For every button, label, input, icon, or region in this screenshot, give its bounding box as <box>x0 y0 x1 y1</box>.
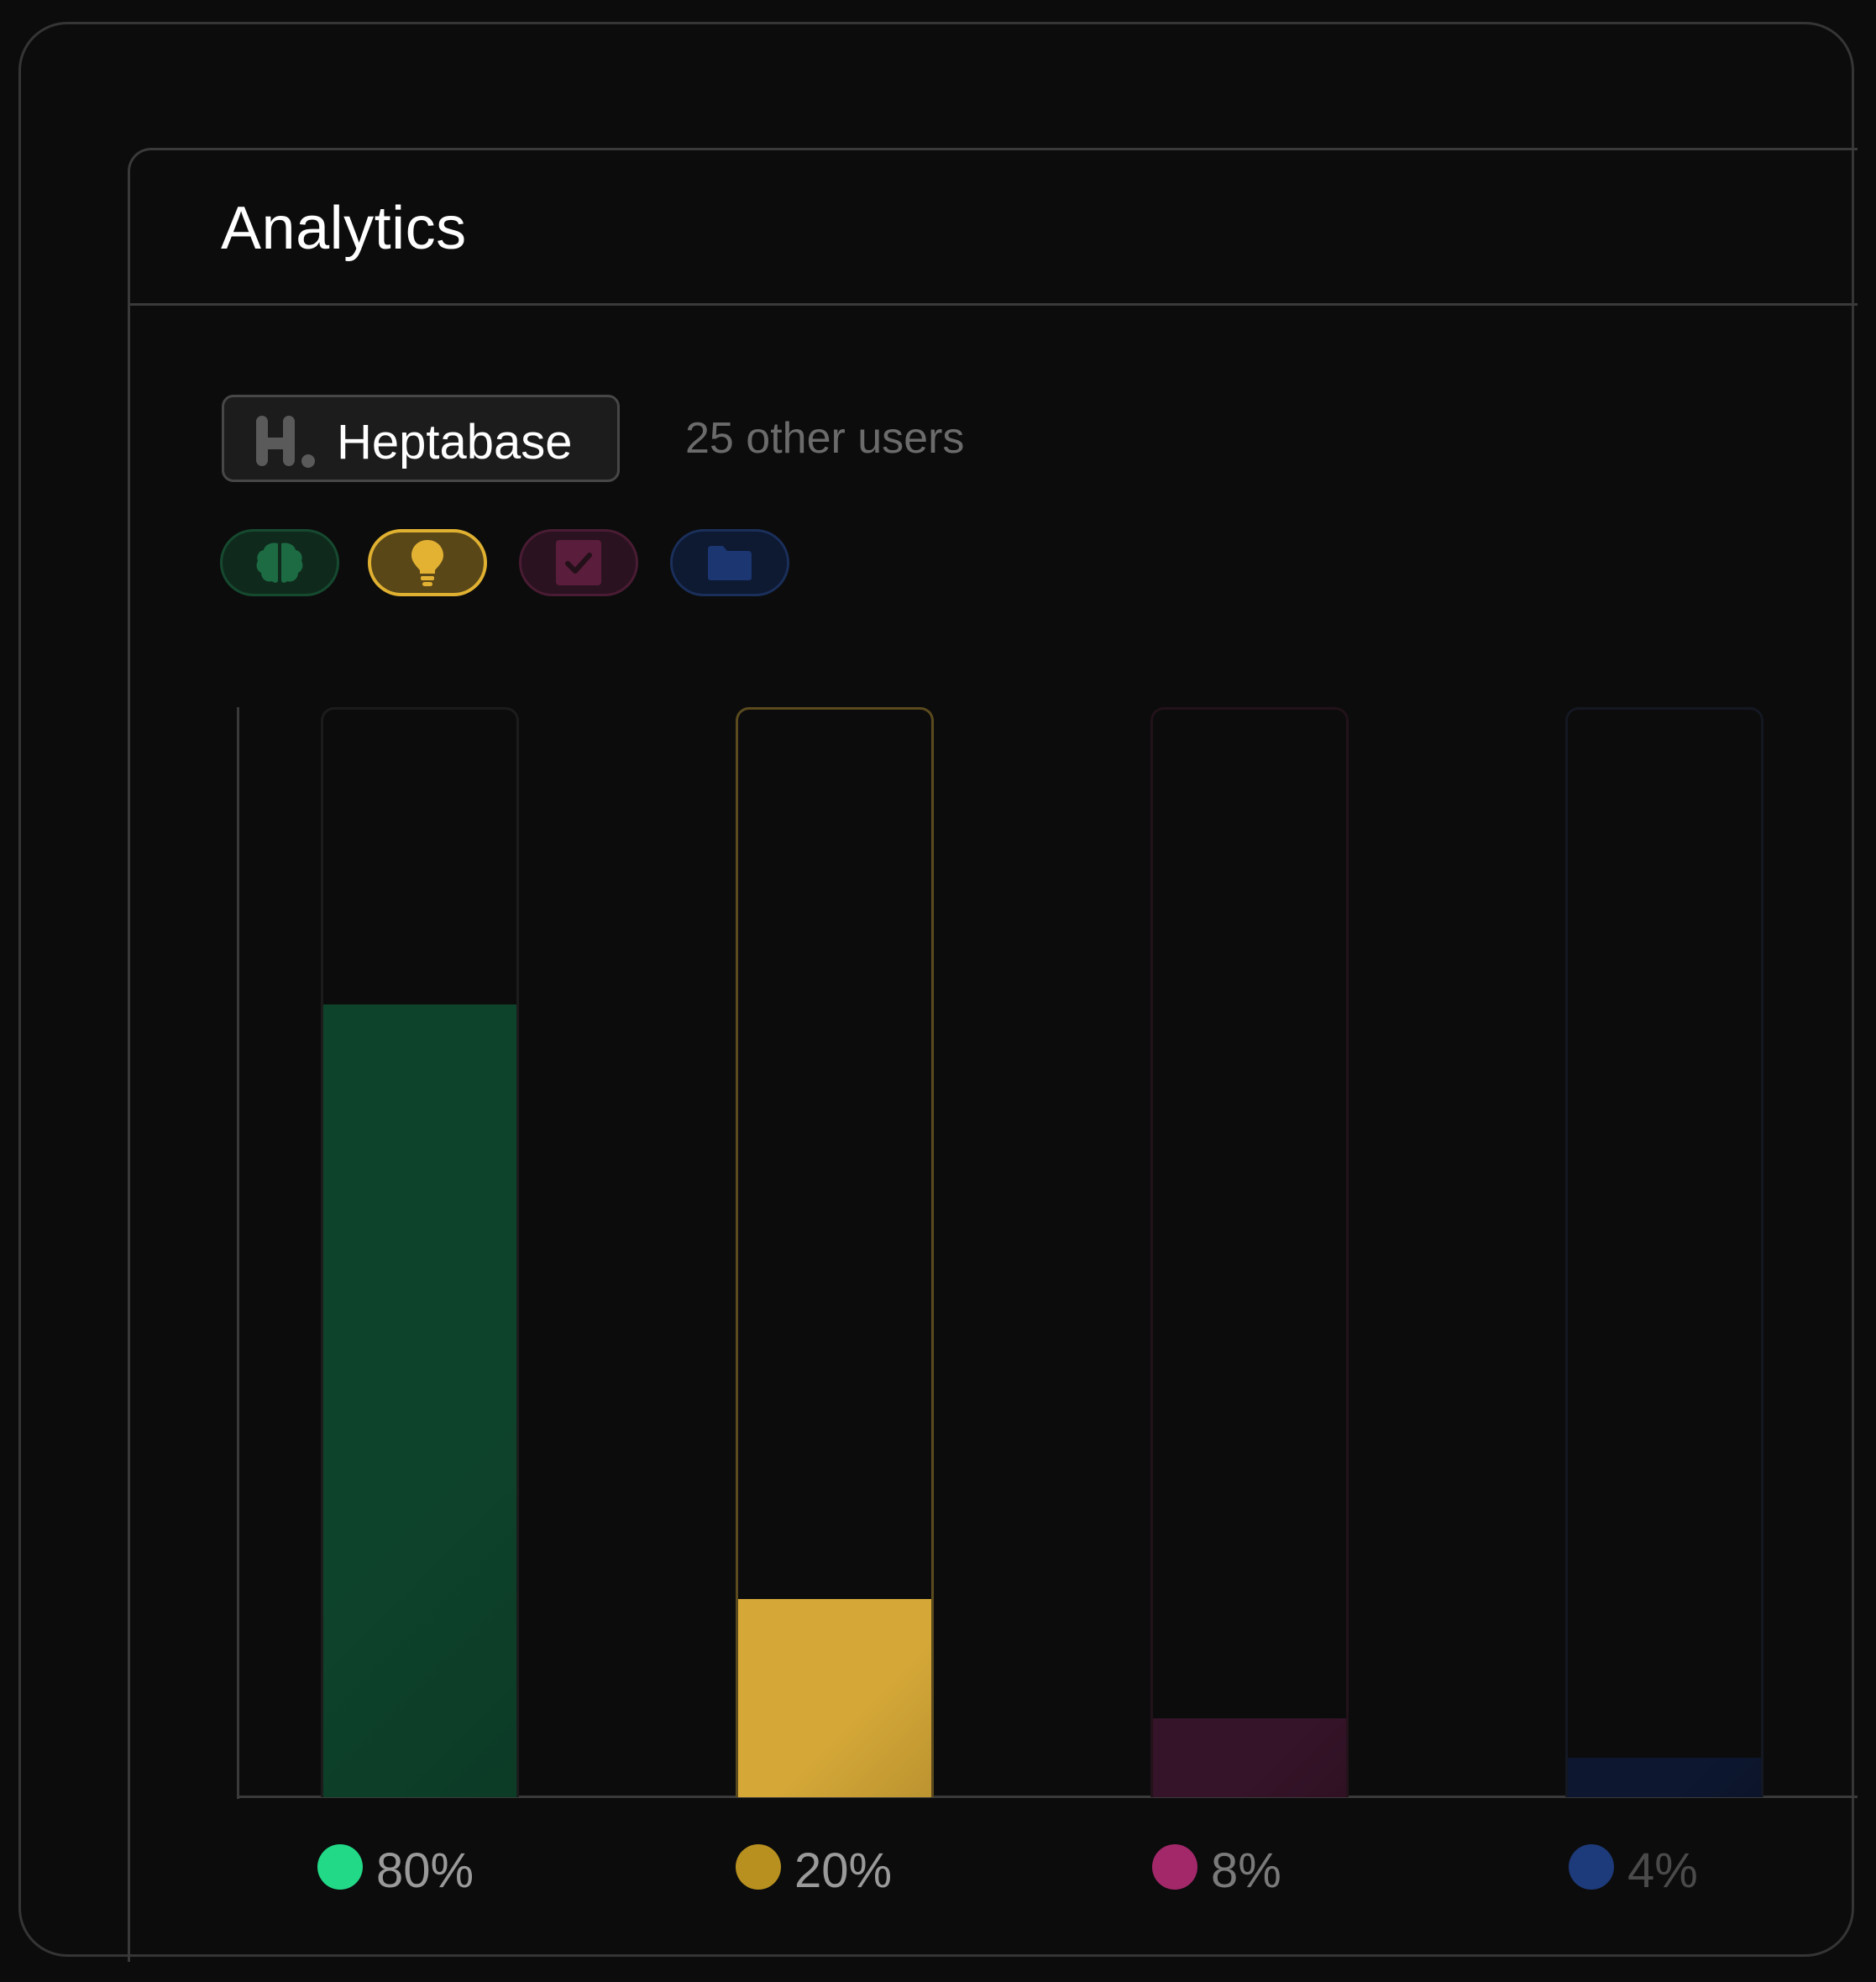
bar-track <box>1150 707 1349 1797</box>
lightbulb-icon <box>411 540 443 586</box>
filter-brain-button[interactable] <box>220 529 339 596</box>
x-axis <box>237 1796 1858 1798</box>
bar-lightbulb[interactable] <box>738 1599 931 1797</box>
bar-checkbox[interactable] <box>1153 1718 1346 1797</box>
page-title: Analytics <box>221 195 467 262</box>
data-label: 20% <box>794 1843 893 1898</box>
bar-track <box>1565 707 1763 1797</box>
bar-brain[interactable] <box>323 1004 516 1797</box>
bar-track <box>736 707 934 1797</box>
app-name: Heptabase <box>337 415 573 469</box>
panel-header: Analytics <box>130 150 1858 306</box>
legend-dot <box>317 1844 363 1890</box>
data-label: 80% <box>376 1843 474 1898</box>
other-users-count: 25 other users <box>685 414 965 463</box>
bar-track <box>321 707 519 1797</box>
y-axis <box>237 707 239 1799</box>
filter-checkbox-button[interactable] <box>519 529 638 596</box>
data-label: 4% <box>1627 1843 1698 1898</box>
filter-folder-button[interactable] <box>670 529 789 596</box>
checkbox-icon <box>556 540 601 585</box>
legend-dot <box>736 1844 781 1890</box>
data-label: 8% <box>1211 1843 1281 1898</box>
analytics-panel: Analytics <box>128 148 1858 1962</box>
brain-icon <box>256 543 303 583</box>
folder-icon <box>708 546 752 580</box>
legend-dot <box>1569 1844 1614 1890</box>
filter-lightbulb-button[interactable] <box>368 529 487 596</box>
legend-dot <box>1152 1844 1197 1890</box>
heptabase-logo-icon <box>256 416 315 468</box>
usage-bar-chart <box>237 707 1858 1799</box>
app-selector-button[interactable]: Heptabase <box>222 395 620 482</box>
bar-folder[interactable] <box>1568 1758 1761 1797</box>
